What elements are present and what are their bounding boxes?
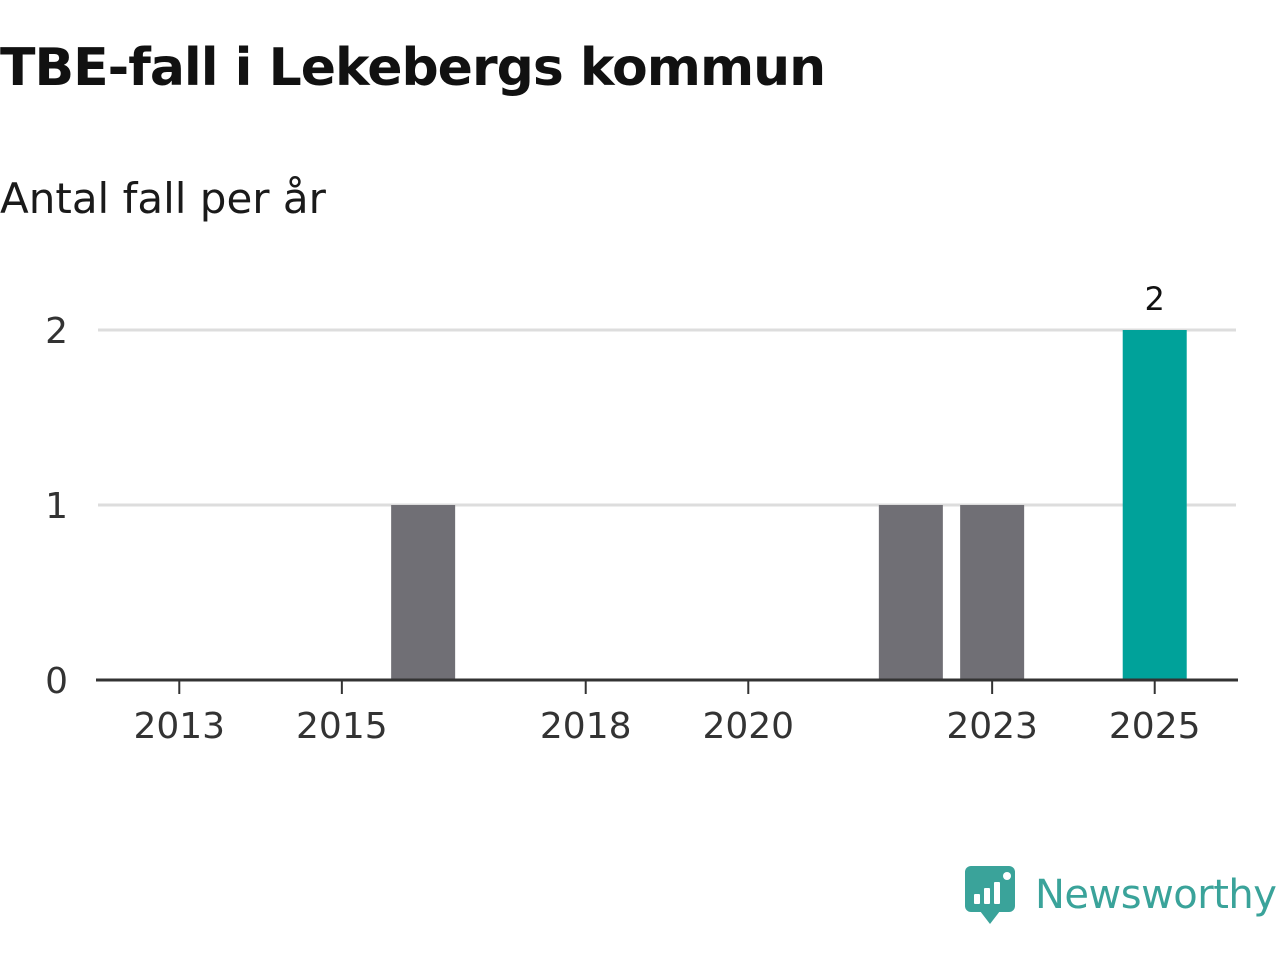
x-tick-label-2025: 2025 [1109,706,1201,747]
bar-2016 [391,505,456,680]
y-tick-label-2: 2 [45,311,68,352]
y-tick-label-0: 0 [45,661,68,702]
brand-name: Newsworthy [1035,872,1277,918]
x-tick-label-2023: 2023 [946,706,1038,747]
x-tick-label-2018: 2018 [540,706,632,747]
bar-2023 [960,505,1025,680]
x-tick-label-2015: 2015 [296,706,388,747]
x-tick-label-2020: 2020 [702,706,794,747]
bar-chart: 0 1 2 2 2013 2015 2018 2020 2023 2025 [45,280,1238,747]
chart-title: TBE-fall i Lekebergs kommun [0,38,826,98]
bar-2025 [1122,330,1187,680]
brand-logo: Newsworthy [963,864,1277,926]
data-label-2025: 2 [1145,280,1165,318]
newsworthy-logo-icon [965,866,1015,924]
bar-2022 [878,505,943,680]
y-tick-label-1: 1 [45,486,68,527]
chart-subtitle: Antal fall per år [0,174,326,223]
x-tick-label-2013: 2013 [133,706,225,747]
